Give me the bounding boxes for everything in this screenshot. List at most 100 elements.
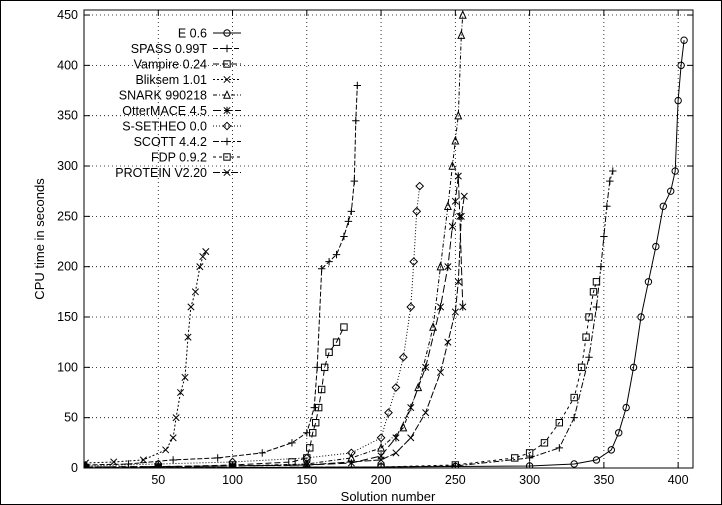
legend-marker [223,60,231,68]
data-point [344,217,353,226]
data-point [570,393,578,402]
data-point [436,303,445,311]
legend-item: PROTEIN V2.20 [115,166,241,180]
data-point [597,262,605,271]
data-point [347,459,355,467]
data-point [310,403,318,412]
series-bliksem-1-01 [84,248,210,467]
data-point [511,454,519,462]
data-point [377,463,385,468]
data-point [454,278,462,286]
data-point [302,453,312,463]
data-point [213,454,222,462]
data-point [412,206,422,216]
data-point [139,456,147,464]
legend-label: OtterMACE 4.5 [122,104,207,118]
plot-area [83,9,694,469]
data-point [607,446,616,454]
data-point [172,414,180,422]
series-layer [84,10,688,468]
x-tick-label: 350 [593,473,614,487]
data-point [525,449,534,457]
data-point [184,333,192,341]
data-point [314,403,323,412]
data-point [456,212,464,221]
series-fdp-0-9-2 [84,278,601,468]
data-point [582,333,590,341]
legend-marker [223,89,231,99]
x-tick-label: 200 [371,473,392,487]
data-point [603,202,611,210]
data-point [451,462,460,468]
data-point [196,263,204,271]
legend-marker [223,44,231,53]
data-point [392,449,400,457]
data-point [325,348,333,356]
data-point [84,464,90,468]
data-point [606,177,614,185]
data-point [652,242,660,251]
legend-marker [222,121,232,131]
data-point [525,454,534,462]
data-point [444,262,452,271]
series-vampire-0-24 [84,323,348,468]
legend-item: SPASS 0.99T [131,42,241,56]
legend-label: SNARK 990218 [119,89,207,103]
y-tick-label: 50 [64,411,78,425]
data-point [429,322,438,331]
data-point [110,458,118,466]
y-tick-label: 400 [57,58,78,72]
data-point [555,444,564,452]
data-point [176,388,185,397]
legend-item: FDP 0.9.2 [151,151,241,165]
data-point [422,363,430,372]
data-point [187,303,195,311]
data-point [398,352,408,362]
data-point [332,338,341,346]
data-point [454,172,462,180]
data-point [436,261,445,271]
y-tick-label: 150 [57,310,78,324]
data-point [443,201,452,210]
data-point [589,288,598,296]
data-point [406,302,416,312]
data-point [459,303,467,311]
data-point [384,408,393,418]
data-point [407,403,415,412]
data-point [332,250,341,259]
legend-label: FDP 0.9.2 [151,151,207,165]
legend-label: SPASS 0.99T [131,42,208,56]
legend-marker [223,29,231,37]
data-point [228,462,237,468]
data-point [555,419,564,427]
series-s-setheo-0-0 [84,181,425,468]
y-tick-label: 450 [57,8,78,22]
data-point [228,463,237,468]
data-point [350,177,359,185]
data-point [306,444,314,452]
legend-item: OtterMACE 4.5 [122,104,241,118]
data-point [414,382,423,392]
data-point [448,222,456,231]
series-line [85,326,345,468]
data-point [677,61,685,70]
data-point [313,363,321,372]
data-point [377,442,386,452]
data-point [377,456,385,464]
data-point [317,264,326,273]
grid-lines [84,10,693,468]
y-tick-label: 200 [57,260,78,274]
series-line [85,14,464,468]
data-point [340,323,348,331]
data-point [124,460,133,468]
series-line [85,186,421,467]
data-point [570,413,578,422]
data-point [202,248,210,256]
y-tick-label: 250 [57,209,78,223]
data-point [592,303,601,311]
data-point [436,368,445,376]
data-point [191,288,199,296]
